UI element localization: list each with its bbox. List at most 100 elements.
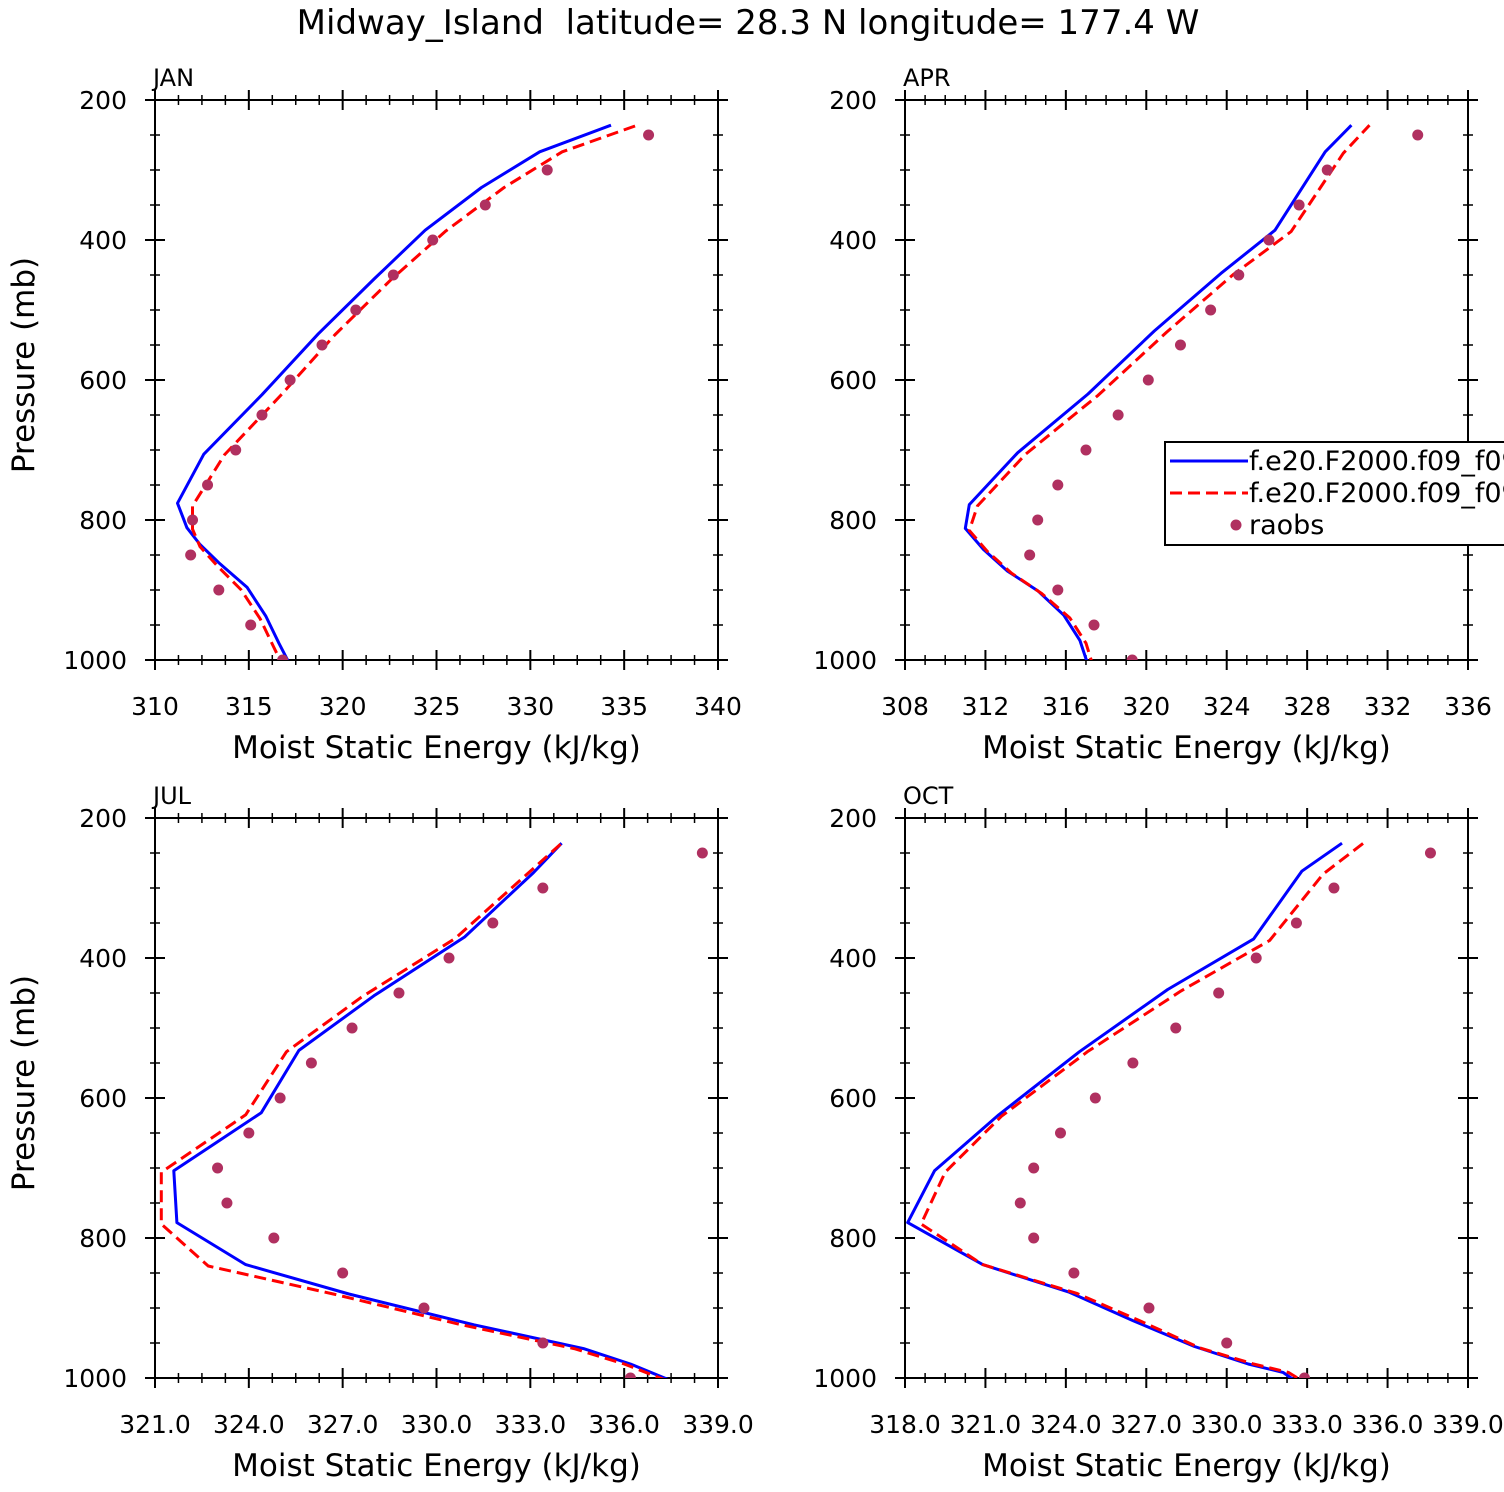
x-tick-label: 340 [694,692,742,721]
raobs-point [1250,952,1262,964]
raobs-point [277,654,289,660]
raobs-point [1143,1302,1155,1314]
legend-box [1164,441,1504,546]
raobs-point [1321,164,1333,176]
raobs-point [487,917,499,929]
panel-oct: OCT 200 400 600 800 1000 318.0 321.0 324.0 327.0 3… [813,782,1503,1484]
x-tick-label: 336.0 [588,1410,660,1439]
plot-frame [904,99,1469,661]
y-tick-label: 600 [829,1084,877,1113]
series-line-model2 [919,842,1365,1378]
y-tick-label: 200 [829,804,877,833]
legend-label: raobs [1249,510,1324,541]
raobs-point [212,1162,224,1174]
raobs-point [256,409,268,421]
x-tick-label: 318.0 [869,1410,941,1439]
x-axis-label: Moist Static Energy (kJ/kg) [232,1448,641,1484]
x-tick-label: 330.0 [1191,1410,1263,1439]
legend-label: f.e20.F2000.f09_f09.cam5.3_9 [1249,446,1504,477]
series-line-model1 [963,124,1353,660]
raobs-point [305,1057,317,1069]
raobs-point [1024,549,1036,561]
y-tick-label: 600 [79,366,127,395]
raobs-point [284,374,296,386]
raobs-point [1126,654,1138,660]
raobs-point [1112,409,1124,421]
y-tick-label: 600 [829,366,877,395]
panel-title: APR [903,64,951,92]
figure-title: Midway_Island latitude= 28.3 N longitude… [297,3,1200,43]
y-axis-label: Pressure (mb) [6,975,42,1191]
x-tick-label: 330 [506,692,554,721]
raobs-point [346,1022,358,1034]
raobs-point [1221,1337,1233,1349]
x-tick-label: 308 [881,692,929,721]
y-tick-label: 800 [829,506,877,535]
y-tick-label: 400 [79,226,127,255]
raobs-point [1293,199,1305,211]
raobs-point [243,1127,255,1139]
raobs-point [1290,917,1302,929]
raobs-point [1054,1127,1066,1139]
series-group [963,124,1424,660]
raobs-point [350,304,362,316]
raobs-point [1213,987,1225,999]
x-tick-label: 327.0 [1110,1410,1182,1439]
x-tick-label: 312 [962,692,1010,721]
x-tick-label: 335 [600,692,648,721]
x-tick-label: 332 [1364,692,1412,721]
x-tick-label: 336 [1444,692,1492,721]
y-tick-label: 1000 [813,646,877,675]
y-tick-label: 400 [829,944,877,973]
y-tick-label: 1000 [63,1364,127,1393]
y-tick-label: 800 [79,506,127,535]
panel-title: JUL [151,782,192,810]
x-axis-label: Moist Static Energy (kJ/kg) [232,730,641,766]
raobs-point [537,882,549,894]
raobs-point [1028,1232,1040,1244]
y-tick-label: 200 [79,86,127,115]
raobs-point [1028,1162,1040,1174]
raobs-point [316,339,328,351]
raobs-point [696,847,708,859]
raobs-point [427,234,439,246]
raobs-point [1052,584,1064,596]
raobs-point [1298,1372,1310,1378]
y-tick-label: 400 [829,226,877,255]
y-tick-label: 200 [79,804,127,833]
y-tick-label: 400 [79,944,127,973]
y-tick-label: 800 [829,1224,877,1253]
y-tick-label: 200 [829,86,877,115]
x-axis-label: Moist Static Energy (kJ/kg) [982,1448,1391,1484]
plot-frame [154,99,719,661]
x-tick-label: 315 [225,692,273,721]
raobs-point [537,1337,549,1349]
raobs-point [213,584,225,596]
raobs-point [1205,304,1217,316]
x-axis-label: Moist Static Energy (kJ/kg) [982,730,1391,766]
series-group [176,123,655,660]
x-tick-label: 339.0 [1432,1410,1504,1439]
raobs-point [187,514,199,526]
raobs-point [541,164,553,176]
series-line-model2 [967,124,1371,660]
raobs-point [1052,479,1064,491]
x-tick-label: 316 [1042,692,1090,721]
raobs-point [1412,129,1424,141]
legend-marker-raobs [1230,519,1242,531]
panel-title: JAN [151,64,194,92]
raobs-point [337,1267,349,1279]
raobs-point [479,199,491,211]
raobs-point [1088,619,1100,631]
raobs-point [268,1232,280,1244]
raobs-point [1170,1022,1182,1034]
x-tick-label: 325 [413,692,461,721]
x-tick-label: 321.0 [950,1410,1022,1439]
series-group [906,841,1436,1378]
y-tick-label: 1000 [63,646,127,675]
series-line-model2 [159,842,665,1378]
raobs-point [1080,444,1092,456]
x-tick-label: 333.0 [1271,1410,1343,1439]
raobs-point [1328,882,1340,894]
